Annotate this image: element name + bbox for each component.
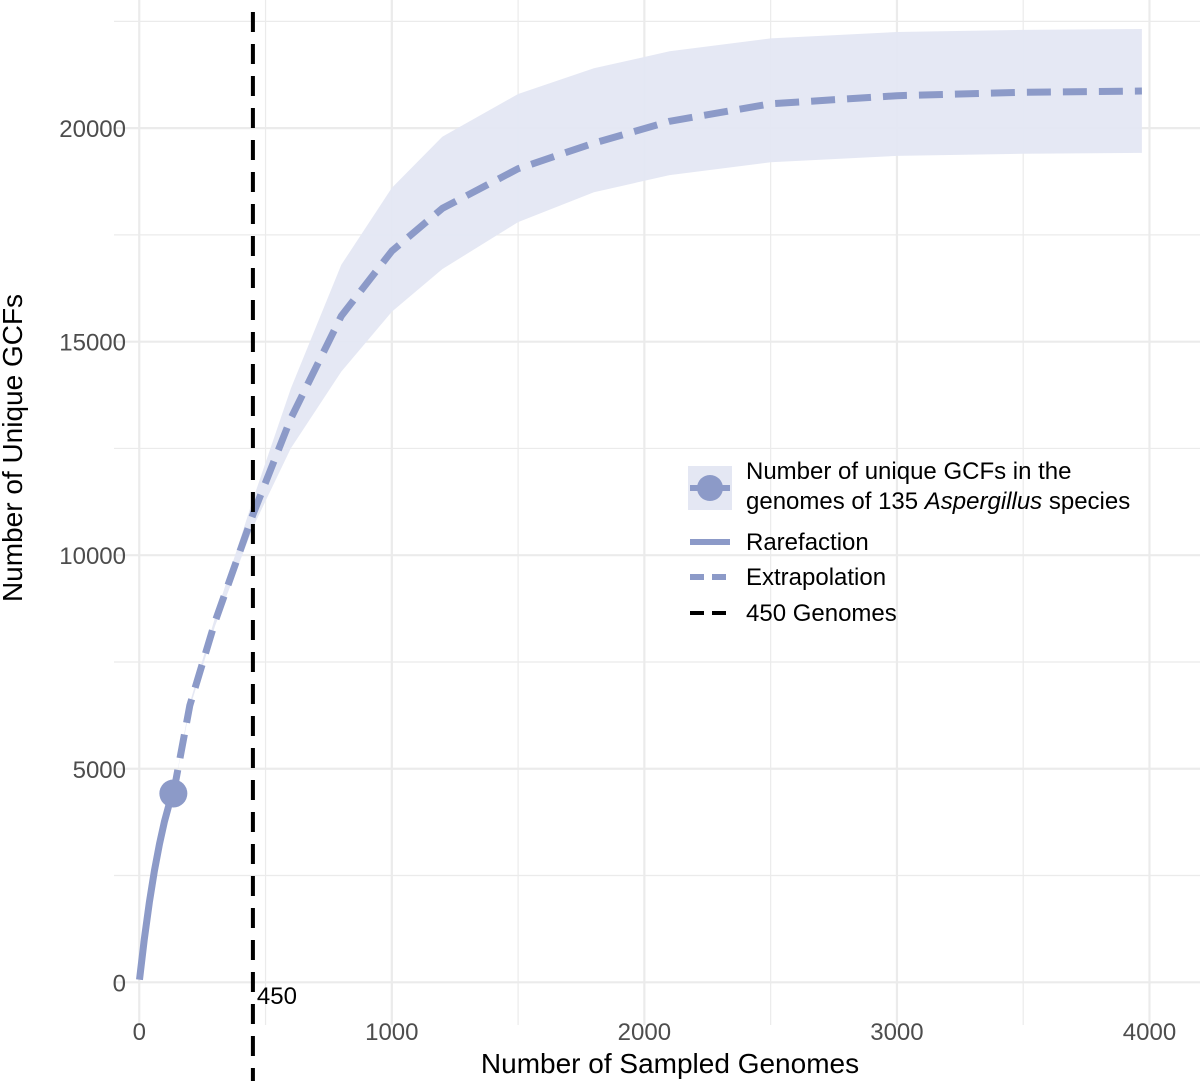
y-tick-label: 5000 xyxy=(73,757,126,784)
rarefaction-line xyxy=(136,792,177,981)
y-axis-title: Number of Unique GCFs xyxy=(0,294,28,602)
legend-label-segment: Number of unique GCFs in the xyxy=(746,458,1072,485)
y-tick-label: 15000 xyxy=(59,330,126,357)
legend-label-segment: genomes of 135 xyxy=(746,488,925,515)
legend-label-rarefaction: Rarefaction xyxy=(746,529,869,556)
legend-label-segment: species xyxy=(1042,488,1130,515)
reference-line-group: 450 xyxy=(250,12,297,1081)
y-axis-ticks: 0 5000 10000 15000 20000 xyxy=(59,116,126,997)
x-tick-label: 1000 xyxy=(365,1019,418,1046)
y-tick-label: 0 xyxy=(113,970,126,997)
legend-label-observed: Number of unique GCFs in the xyxy=(746,458,1072,485)
legend: Number of unique GCFs in the genomes of 1… xyxy=(688,458,1130,627)
x-axis-ticks: 0 1000 2000 3000 4000 xyxy=(133,1019,1177,1046)
x-tick-label: 2000 xyxy=(618,1019,671,1046)
legend-label-observed: genomes of 135 Aspergillus species xyxy=(746,488,1130,515)
legend-label-segment: Aspergillus xyxy=(923,488,1042,515)
observed-point xyxy=(159,779,188,808)
extrapolation-line xyxy=(169,87,1142,795)
y-tick-label: 10000 xyxy=(59,543,126,570)
x-tick-label: 0 xyxy=(133,1019,146,1046)
confidence-band xyxy=(173,29,1142,794)
x-axis-title: Number of Sampled Genomes xyxy=(481,1048,859,1079)
observed-point-group xyxy=(159,779,188,808)
series-lines xyxy=(136,87,1142,981)
legend-label-extrapolation: Extrapolation xyxy=(746,564,886,591)
x-tick-label: 4000 xyxy=(1123,1019,1176,1046)
x-tick-label: 3000 xyxy=(870,1019,923,1046)
confidence-ribbon xyxy=(173,29,1142,794)
y-tick-label: 20000 xyxy=(59,116,126,143)
reference-vline-label: 450 xyxy=(257,983,297,1010)
legend-key-point xyxy=(697,475,723,501)
legend-label-450-genomes: 450 Genomes xyxy=(746,600,897,627)
